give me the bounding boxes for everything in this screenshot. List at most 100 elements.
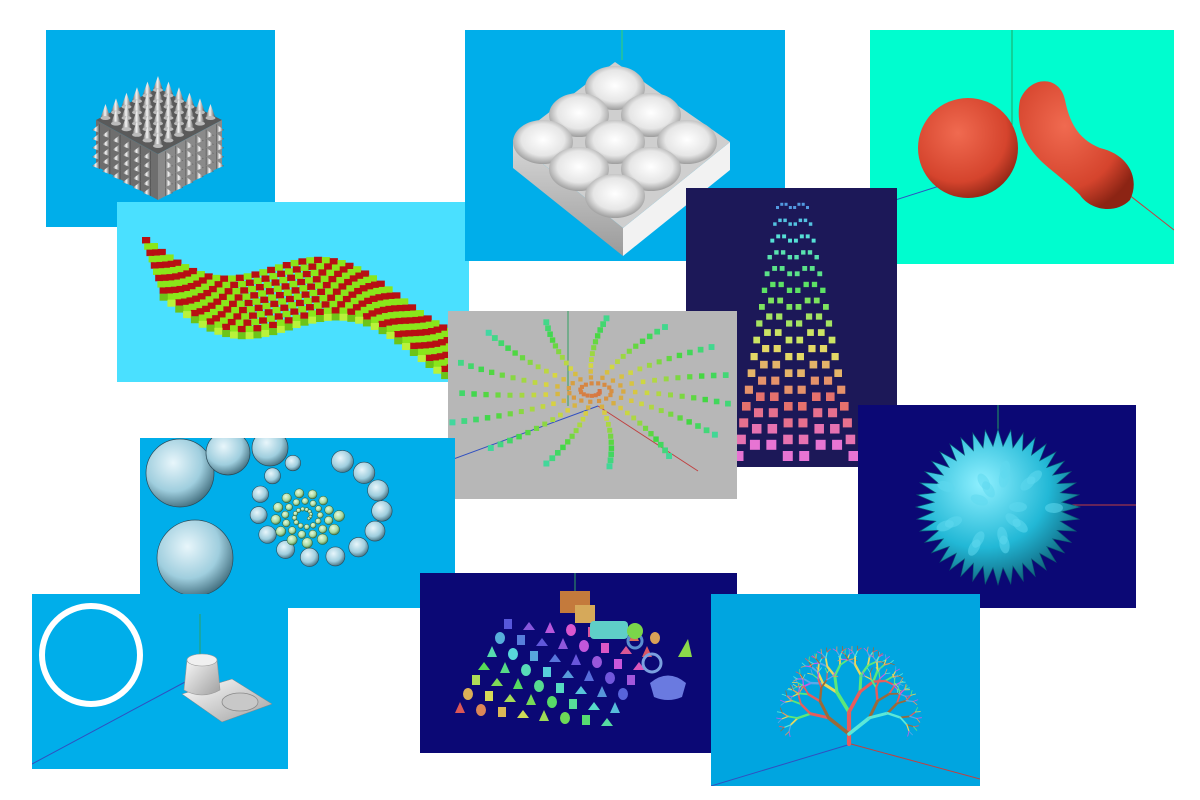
- tree-branch: [784, 700, 793, 703]
- spiral-cube: [491, 335, 498, 341]
- wave-cell: [236, 300, 246, 308]
- wave-cell: [330, 282, 339, 289]
- wave-cell: [345, 262, 354, 270]
- shell-inner: [270, 514, 281, 525]
- spike-highlight: [972, 531, 985, 548]
- tree-branch: [800, 665, 806, 668]
- zigzag-block: [744, 385, 753, 394]
- wave-cell: [441, 330, 450, 338]
- cone: [153, 76, 163, 90]
- cone-side-left: [143, 178, 151, 187]
- cone-side-left: [132, 181, 141, 191]
- zigzag-block: [758, 376, 767, 385]
- spiral-cube: [596, 392, 601, 397]
- prim-pyramid: [491, 678, 503, 686]
- spiral-cube: [532, 380, 538, 385]
- spiral-cube: [560, 444, 566, 451]
- shell-ring: [367, 479, 389, 502]
- spiral-cube: [589, 357, 594, 362]
- tree-branch: [847, 648, 853, 652]
- prim-cylinder: [627, 675, 635, 685]
- zigzag-block: [784, 402, 793, 411]
- spiral-cube: [618, 405, 623, 411]
- tree-branch: [799, 674, 804, 680]
- spiral-cube: [555, 391, 560, 397]
- spiral-cube: [498, 340, 505, 347]
- prim-cone: [513, 678, 523, 689]
- spike-highlight: [1044, 502, 1063, 513]
- cone-cube-group: [92, 76, 224, 200]
- wave-cell: [176, 285, 185, 293]
- wave-cell: [214, 281, 223, 288]
- tree-branch: [792, 684, 798, 688]
- zigzag-block: [759, 304, 765, 310]
- tray-dimple: [585, 174, 645, 218]
- wave-cell: [308, 310, 317, 317]
- zigzag-block: [756, 392, 765, 401]
- tree-branch: [777, 718, 782, 724]
- prim-pyramid: [549, 654, 561, 662]
- wave-cell: [314, 256, 323, 264]
- spiral-cube: [579, 398, 584, 403]
- cone-side-right: [175, 172, 184, 182]
- wave-cell: [272, 306, 281, 314]
- wave-cell: [353, 266, 362, 273]
- zigzag-block: [845, 434, 856, 445]
- axis-line-x: [850, 743, 980, 780]
- cone: [153, 132, 163, 146]
- zigzag-block: [770, 238, 775, 243]
- shell-ring: [264, 467, 281, 485]
- tree-branch: [817, 651, 822, 654]
- zigzag-block: [796, 336, 804, 344]
- tree-branch: [818, 662, 829, 668]
- tree-branch: [876, 692, 891, 703]
- shell-inner: [288, 526, 297, 535]
- prim-pyramid: [517, 710, 529, 718]
- tree-branch: [811, 673, 819, 680]
- tree-branch: [810, 669, 813, 675]
- shell-inner: [315, 518, 322, 525]
- wave-cell: [242, 293, 251, 301]
- tree-branch: [895, 668, 900, 672]
- wave-cell: [355, 272, 364, 280]
- spiral-cube: [662, 324, 668, 330]
- zigzag-block: [747, 369, 756, 377]
- cone-side-left: [92, 142, 100, 151]
- wave-cell: [282, 310, 291, 318]
- tree-branch: [899, 715, 911, 719]
- spiral-cube: [604, 370, 610, 375]
- spiral-cube: [711, 431, 718, 438]
- wave-cell: [399, 330, 409, 337]
- wave-cell: [259, 269, 268, 276]
- zigzag-block: [773, 345, 781, 353]
- wave-cell: [159, 287, 168, 294]
- wave-cell: [371, 301, 381, 309]
- tray-dimple: [621, 147, 681, 191]
- shell-inner: [297, 530, 306, 539]
- wave-cell: [218, 293, 228, 301]
- wave-cell: [187, 282, 196, 290]
- wave-cell: [270, 300, 279, 308]
- wave-cell: [153, 268, 162, 275]
- spike-highlight: [998, 469, 1010, 488]
- spiral-cube: [550, 417, 556, 423]
- spiral-cube: [653, 436, 659, 442]
- zigzag-block: [768, 297, 774, 304]
- tree-branch: [898, 673, 904, 677]
- zigzag-block: [837, 385, 846, 394]
- zigzag-block: [831, 353, 839, 361]
- shell-inner: [303, 523, 310, 530]
- prim-pyramid: [620, 646, 632, 654]
- wave-cell: [162, 261, 171, 268]
- cone: [195, 109, 205, 124]
- zigzag-block: [784, 385, 793, 394]
- cone-side-left: [92, 160, 100, 169]
- spiral-cube: [549, 337, 556, 343]
- tree-branch: [815, 653, 817, 659]
- wave-cell: [156, 261, 165, 269]
- shell-inner: [292, 511, 298, 517]
- blob-chain: [1018, 81, 1134, 210]
- wave-cell: [370, 316, 379, 324]
- tree-branch: [899, 716, 908, 726]
- zigzag-block: [770, 392, 779, 401]
